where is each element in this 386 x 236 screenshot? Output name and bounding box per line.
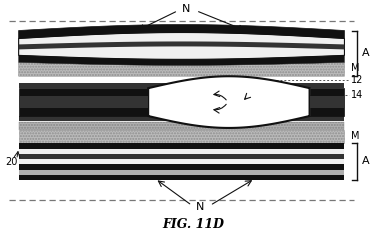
Polygon shape <box>19 62 344 76</box>
Polygon shape <box>19 130 344 143</box>
Polygon shape <box>19 42 344 49</box>
Polygon shape <box>148 76 310 128</box>
Polygon shape <box>19 88 148 116</box>
Text: 14: 14 <box>351 90 364 100</box>
Text: M: M <box>351 63 360 73</box>
Text: A: A <box>362 156 370 166</box>
Text: 12: 12 <box>351 75 364 85</box>
Text: 20: 20 <box>6 157 18 167</box>
Polygon shape <box>19 154 344 159</box>
Text: M: M <box>351 131 360 141</box>
Text: N: N <box>196 202 204 212</box>
Polygon shape <box>19 96 148 108</box>
Polygon shape <box>19 159 344 164</box>
Polygon shape <box>19 33 344 59</box>
Polygon shape <box>19 116 344 121</box>
Text: FIG. 11D: FIG. 11D <box>162 218 224 231</box>
Polygon shape <box>19 170 344 175</box>
Polygon shape <box>19 175 344 180</box>
Text: A: A <box>362 48 370 58</box>
Text: N: N <box>182 4 190 14</box>
Polygon shape <box>19 83 344 88</box>
Polygon shape <box>310 88 344 116</box>
Polygon shape <box>19 122 344 130</box>
Polygon shape <box>19 55 344 65</box>
Polygon shape <box>19 149 344 154</box>
Polygon shape <box>310 96 344 108</box>
Polygon shape <box>19 143 344 149</box>
Polygon shape <box>19 164 344 170</box>
Polygon shape <box>19 25 344 38</box>
